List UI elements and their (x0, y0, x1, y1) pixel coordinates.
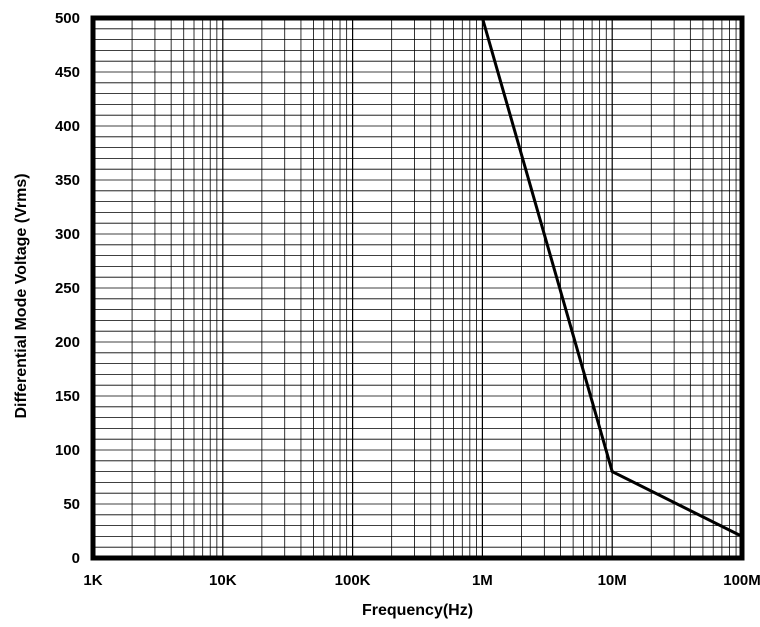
y-tick-label: 50 (63, 496, 80, 513)
y-tick-label: 100 (55, 442, 80, 459)
x-tick-label: 1M (472, 572, 493, 589)
y-tick-label: 0 (72, 550, 80, 567)
plot-frame (90, 15, 745, 561)
x-axis-title: Frequency(Hz) (362, 602, 473, 619)
x-tick-labels: 1K 10K 100K 1M 10M 100M (83, 572, 760, 589)
y-tick-label: 250 (55, 280, 80, 297)
x-tick-label: 100M (723, 572, 760, 589)
y-tick-label: 400 (55, 118, 80, 135)
x-tick-label: 100K (335, 572, 371, 589)
y-tick-label: 350 (55, 172, 80, 189)
y-tick-label: 450 (55, 64, 80, 81)
y-tick-label: 150 (55, 388, 80, 405)
y-tick-labels: 0 50 100 150 200 250 300 350 400 450 500 (55, 10, 80, 567)
x-tick-label: 10M (598, 572, 627, 589)
y-tick-label: 500 (55, 10, 80, 27)
y-tick-label: 300 (55, 226, 80, 243)
x-tick-label: 10K (209, 572, 237, 589)
y-tick-label: 200 (55, 334, 80, 351)
y-axis-title: Differential Mode Voltage (Vrms) (13, 173, 30, 418)
x-tick-label: 1K (83, 572, 102, 589)
grid (92, 17, 742, 559)
